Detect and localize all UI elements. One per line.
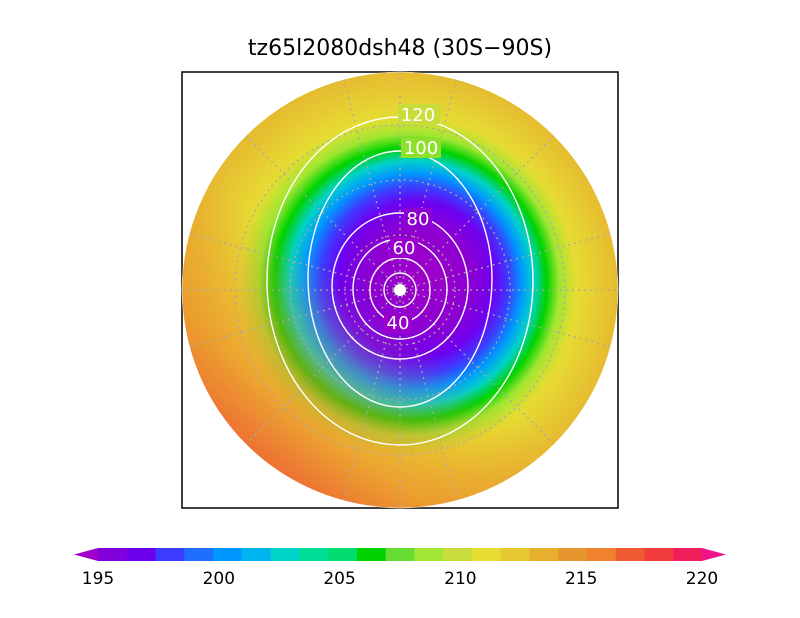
meridian-line <box>339 72 401 291</box>
contour-label-100: 100 <box>404 138 438 159</box>
meridian-line <box>399 289 618 351</box>
colorbar-box <box>126 548 157 561</box>
colorbar-box <box>385 548 415 561</box>
colorbar-box <box>184 548 214 561</box>
colorbar-box <box>241 548 272 561</box>
meridian-line <box>399 229 618 291</box>
colorbar-box <box>529 548 559 561</box>
colorbar-box <box>443 548 473 561</box>
meridian-line <box>399 289 564 454</box>
meridian-line <box>182 229 401 291</box>
colorbar-box <box>615 548 645 561</box>
colorbar-min-arrow <box>74 548 98 561</box>
colorbar-box <box>356 548 387 561</box>
pole-marker <box>394 284 406 296</box>
colorbar-box <box>328 548 358 561</box>
meridian-line <box>182 289 401 351</box>
colorbar-box <box>558 548 588 561</box>
colorbar-box <box>586 548 617 561</box>
colorbar-box <box>673 548 703 561</box>
contour-label-120: 120 <box>401 105 435 126</box>
contour-label-60: 60 <box>393 238 416 259</box>
colorbar-box <box>98 548 128 561</box>
colorbar-box <box>299 548 329 561</box>
colorbar-box <box>644 548 674 561</box>
colorbar-tick-label: 200 <box>203 569 235 589</box>
colorbar-box <box>414 548 444 561</box>
colorbar-tick-label: 220 <box>686 569 718 589</box>
colorbar-box <box>213 548 243 561</box>
colorbar-tick-label: 205 <box>323 569 355 589</box>
meridian-line <box>399 126 564 291</box>
meridian-line <box>339 289 401 508</box>
contour-lines <box>266 116 534 446</box>
colorbar-tick-label: 195 <box>82 569 114 589</box>
colorbar-tick-label: 210 <box>444 569 476 589</box>
colorbar-box <box>155 548 185 561</box>
map-title: tz65l2080dsh48 (30S−90S) <box>247 36 553 61</box>
meridian-line <box>236 289 401 454</box>
meridian-line <box>399 289 461 508</box>
latitude-circle <box>234 124 566 456</box>
meridian-line <box>236 126 401 291</box>
contour-label-80: 80 <box>407 209 430 230</box>
contour-100 <box>307 150 493 408</box>
map-edge <box>181 71 619 509</box>
colorbar-box <box>500 548 530 561</box>
colorbar-box <box>471 548 502 561</box>
contour-label-40: 40 <box>387 313 410 334</box>
contour-40 <box>383 272 417 308</box>
contour-80 <box>331 212 469 360</box>
colorbar-max-arrow <box>702 548 726 561</box>
colorbar-tick-label: 215 <box>565 569 597 589</box>
meridian-line <box>399 72 461 291</box>
colorbar-box <box>270 548 300 561</box>
